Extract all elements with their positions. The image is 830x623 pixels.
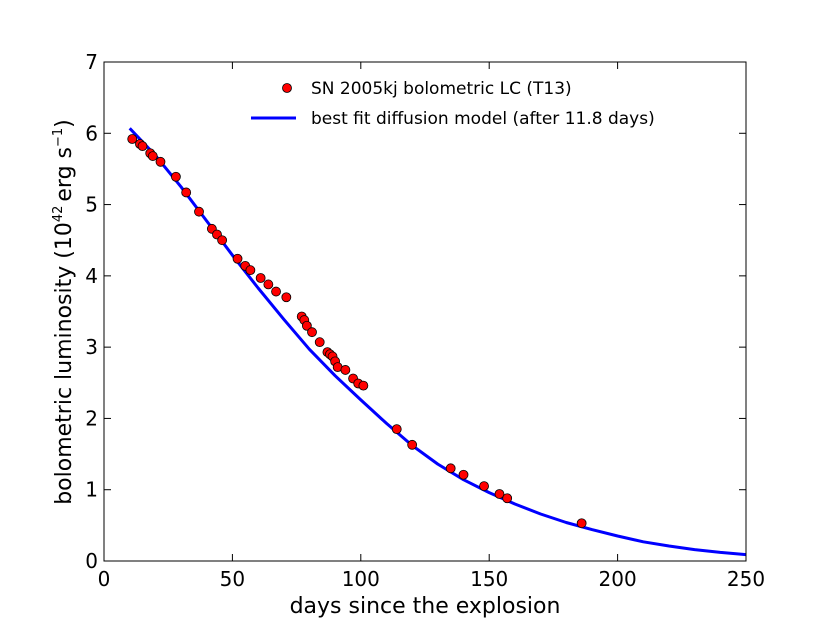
- data-point: [358, 380, 369, 391]
- data-point: [271, 286, 281, 297]
- x-tick-label: 50: [220, 567, 245, 591]
- legend-label-points: SN 2005kj bolometric LC (T13): [311, 79, 572, 99]
- data-point: [217, 235, 228, 246]
- x-axis-title: days since the explosion: [290, 594, 561, 619]
- y-tick-label: 0: [85, 549, 98, 573]
- data-point: [502, 493, 513, 504]
- legend-marker-points: [282, 83, 292, 93]
- data-point: [281, 292, 292, 303]
- data-point: [301, 320, 312, 331]
- x-tick-label: 100: [342, 567, 380, 591]
- y-tick-label: 6: [85, 121, 98, 145]
- x-tick-label: 200: [599, 567, 637, 591]
- x-tick-label: 150: [470, 567, 508, 591]
- data-point: [445, 463, 456, 474]
- y-tick-label: 7: [85, 50, 98, 74]
- data-point: [494, 489, 505, 499]
- plot-area: [127, 127, 747, 557]
- x-tick-label: 250: [727, 567, 765, 591]
- y-axis-title: bolometric luminosity (1042erg s−1): [51, 119, 77, 505]
- legend: SN 2005kj bolometric LC (T13) best fit d…: [251, 79, 655, 129]
- data-point: [194, 206, 204, 217]
- data-point: [147, 151, 158, 161]
- y-tick-label: 4: [85, 264, 98, 288]
- data-point: [307, 327, 317, 338]
- data-point: [458, 469, 469, 480]
- data-point: [263, 279, 274, 290]
- data-point: [479, 481, 489, 492]
- data-point: [391, 424, 402, 435]
- data-point: [232, 253, 243, 264]
- data-point: [137, 141, 148, 152]
- model-line: [128, 127, 747, 557]
- data-point: [127, 134, 138, 144]
- y-tick-label: 1: [85, 478, 98, 502]
- data-point: [576, 518, 587, 529]
- data-point: [314, 337, 325, 348]
- plot-frame: [103, 61, 747, 562]
- data-point: [245, 265, 256, 276]
- data-point: [181, 187, 192, 198]
- y-tick-label: 2: [85, 406, 98, 430]
- y-tick-label: 5: [85, 193, 98, 217]
- legend-label-model: best fit diffusion model (after 11.8 day…: [311, 109, 655, 129]
- data-point: [407, 439, 418, 450]
- data-point: [255, 273, 266, 283]
- data-point: [171, 171, 181, 182]
- axis-ticks: 0 50 100 150 200 250 0 1 2 3 4 5 6 7: [85, 50, 765, 591]
- data-point: [155, 156, 166, 167]
- x-tick-label: 0: [98, 567, 111, 591]
- data-point: [340, 365, 351, 375]
- y-tick-label: 3: [85, 335, 98, 359]
